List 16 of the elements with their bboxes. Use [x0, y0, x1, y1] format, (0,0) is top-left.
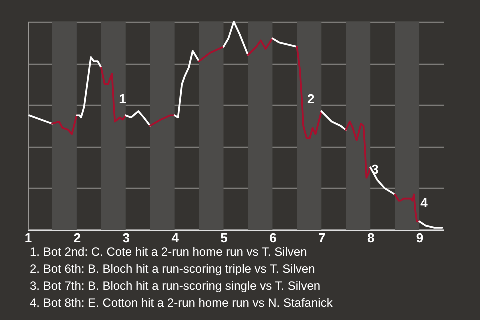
text: 2. Bot 6th: B. Bloch hit a run-scoring triple vs T. Silven — [30, 261, 316, 278]
x-tick-label: 3 — [122, 230, 130, 246]
x-tick-label: 9 — [416, 230, 424, 246]
text: 4. Bot 8th: E. Cotton hit a 2-run home run vs N. Stafanick — [30, 295, 334, 312]
annotation: 1 — [119, 91, 126, 106]
annotation: 4 — [420, 195, 429, 210]
x-tick-label: 1 — [24, 230, 32, 246]
x-tick-label: 4 — [172, 230, 180, 246]
annotation: 2 — [308, 91, 315, 106]
x-tick-label: 5 — [220, 230, 228, 246]
x-tick-label: 7 — [318, 230, 326, 246]
x-tick-label: 6 — [270, 230, 277, 246]
text: 3. Bot 7th: B. Bloch hit a run-scoring single vs T. Silven — [30, 278, 322, 295]
x-tick-label: 2 — [74, 230, 82, 246]
text: 1. Bot 2nd: C. Cote hit a 2-run home run vs T. Silven — [30, 244, 308, 261]
x-tick-label: 8 — [367, 230, 375, 246]
